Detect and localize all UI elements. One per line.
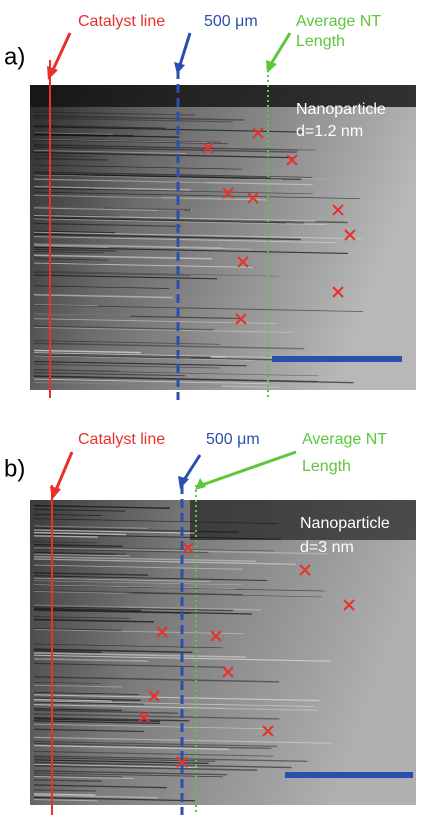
scale-bar xyxy=(272,356,402,362)
panel-a: a) Catalyst line 500 μm Average NT Lengt… xyxy=(4,13,416,400)
particle-label: d=3 nm xyxy=(300,539,354,556)
particle-label: d=1.2 nm xyxy=(296,123,363,140)
catalyst-label: Catalyst line xyxy=(78,13,165,30)
figure: a) Catalyst line 500 μm Average NT Lengt… xyxy=(0,0,422,815)
average-label: Average NT xyxy=(296,13,381,30)
arrowhead xyxy=(47,66,58,80)
arrow xyxy=(52,33,70,72)
panel-label: b) xyxy=(4,455,25,482)
arrow xyxy=(180,33,190,65)
average-label: Length xyxy=(302,458,351,475)
arrow xyxy=(271,33,290,64)
particle-label: Nanoparticle xyxy=(296,101,386,118)
arrow xyxy=(56,452,72,490)
arrow xyxy=(202,452,296,485)
arrow xyxy=(184,455,200,480)
catalyst-label: Catalyst line xyxy=(78,431,165,448)
average-label: Average NT xyxy=(302,431,387,448)
scale-label: 500 μm xyxy=(206,431,260,448)
panel-label: a) xyxy=(4,43,25,70)
particle-label: Nanoparticle xyxy=(300,515,390,532)
average-label: Length xyxy=(296,33,345,50)
panel-b: b) Catalyst line 500 μm Average NT Lengt… xyxy=(4,431,416,815)
scale-label: 500 μm xyxy=(204,13,258,30)
scale-bar xyxy=(285,772,413,778)
